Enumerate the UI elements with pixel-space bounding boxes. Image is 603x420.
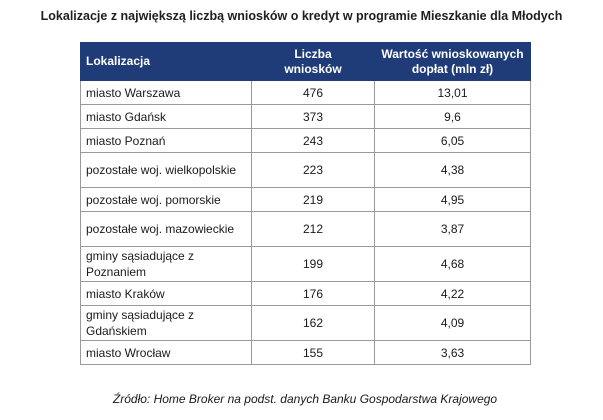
applications-table: Lokalizacja Liczba wniosków Wartość wnio…	[80, 42, 531, 365]
cell-value: 4,09	[374, 305, 531, 341]
cell-value: 3,63	[374, 340, 531, 365]
cell-count: 219	[251, 187, 375, 212]
cell-location: miasto Warszawa	[80, 80, 252, 105]
cell-value: 9,6	[374, 104, 531, 129]
table-row: pozostałe woj. wielkopolskie 223 4,38	[80, 152, 531, 188]
cell-location: pozostałe woj. pomorskie	[80, 187, 252, 212]
cell-location: miasto Gdańsk	[80, 104, 252, 129]
document-title: Lokalizacje z największą liczbą wniosków…	[40, 9, 563, 23]
cell-location: miasto Wrocław	[80, 340, 252, 365]
cell-location: pozostałe woj. wielkopolskie	[80, 152, 252, 188]
table-row: miasto Wrocław 155 3,63	[80, 340, 531, 365]
cell-count: 212	[251, 211, 375, 247]
cell-location: pozostałe woj. mazowieckie	[80, 211, 252, 247]
table-row: miasto Warszawa 476 13,01	[80, 80, 531, 105]
cell-value: 6,05	[374, 128, 531, 153]
header-value-line2: dopłat (mln zł)	[411, 61, 494, 76]
cell-value: 13,01	[374, 80, 531, 105]
cell-location: gminy sąsiadujące z Gdańskiem	[80, 305, 252, 341]
cell-count: 373	[251, 104, 375, 129]
cell-count: 162	[251, 305, 375, 341]
table-row: miasto Kraków 176 4,22	[80, 281, 531, 306]
cell-count: 243	[251, 128, 375, 153]
header-location-label: Lokalizacja	[86, 54, 151, 68]
cell-count: 476	[251, 80, 375, 105]
table-row: gminy sąsiadujące z Poznaniem 199 4,68	[80, 246, 531, 282]
header-count: Liczba wniosków	[251, 42, 375, 81]
cell-location: gminy sąsiadujące z Poznaniem	[80, 246, 252, 282]
cell-value: 4,68	[374, 246, 531, 282]
table-row: gminy sąsiadujące z Gdańskiem 162 4,09	[80, 305, 531, 341]
table-row: pozostałe woj. mazowieckie 212 3,87	[80, 211, 531, 247]
cell-count: 155	[251, 340, 375, 365]
cell-value: 4,22	[374, 281, 531, 306]
header-value-line1: Wartość wnioskowanych	[381, 46, 524, 61]
table-row: miasto Poznań 243 6,05	[80, 128, 531, 153]
cell-location: miasto Kraków	[80, 281, 252, 306]
cell-value: 3,87	[374, 211, 531, 247]
cell-count: 176	[251, 281, 375, 306]
source-note: Źródło: Home Broker na podst. danych Ban…	[112, 392, 498, 406]
table-row: pozostałe woj. pomorskie 219 4,95	[80, 187, 531, 212]
header-location: Lokalizacja	[80, 42, 252, 81]
cell-count: 223	[251, 152, 375, 188]
cell-location: miasto Poznań	[80, 128, 252, 153]
header-count-line2: wniosków	[284, 61, 342, 76]
header-value: Wartość wnioskowanych dopłat (mln zł)	[374, 42, 531, 81]
header-count-line1: Liczba	[294, 46, 332, 61]
cell-count: 199	[251, 246, 375, 282]
table-header-row: Lokalizacja Liczba wniosków Wartość wnio…	[80, 42, 531, 81]
cell-value: 4,95	[374, 187, 531, 212]
cell-value: 4,38	[374, 152, 531, 188]
table-row: miasto Gdańsk 373 9,6	[80, 104, 531, 129]
